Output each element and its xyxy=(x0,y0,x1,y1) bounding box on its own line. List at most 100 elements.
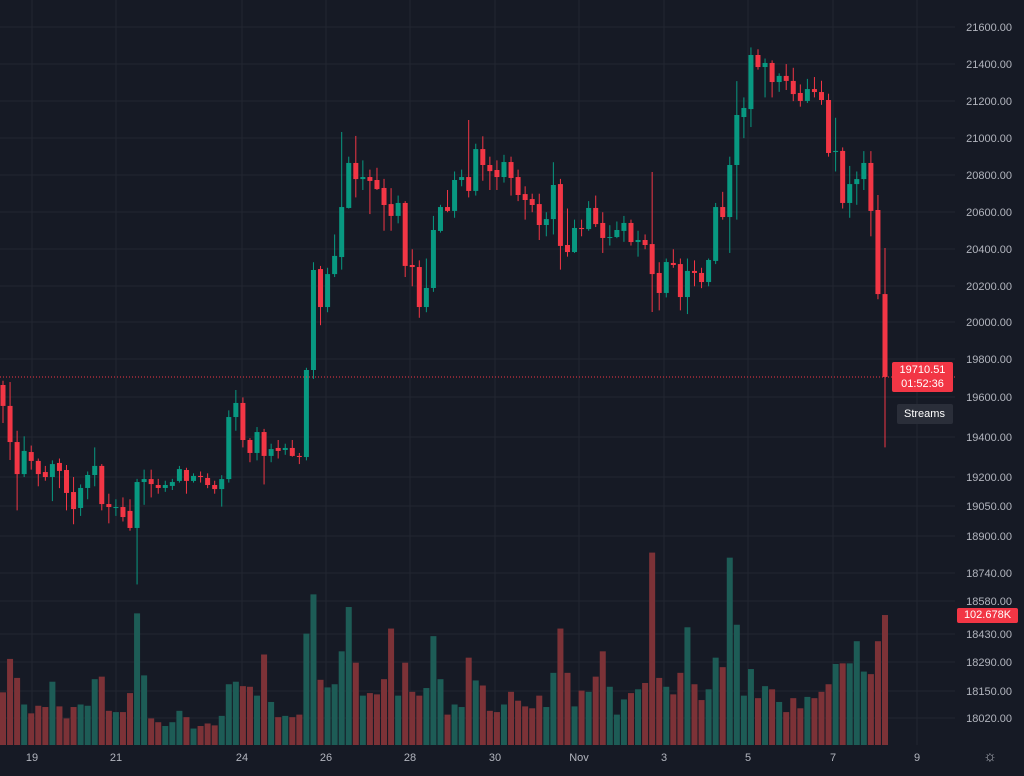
candle-body xyxy=(162,485,168,488)
volume-bar xyxy=(197,726,204,745)
volume-bar xyxy=(811,698,818,745)
candle-body xyxy=(56,462,62,471)
candle xyxy=(134,478,140,585)
candle xyxy=(423,258,429,313)
volume-bar xyxy=(726,557,733,745)
volume-bar xyxy=(882,615,888,745)
candle xyxy=(162,480,168,492)
candle xyxy=(473,143,479,196)
volume-bar xyxy=(790,698,797,745)
volume-bar xyxy=(578,690,585,745)
volume-bar xyxy=(14,677,21,745)
candle xyxy=(713,202,719,265)
volume-bar xyxy=(388,628,395,745)
candle-body xyxy=(769,62,775,83)
candle xyxy=(522,186,528,220)
volume-bar xyxy=(479,685,486,745)
candle xyxy=(282,443,288,455)
volume-bar xyxy=(571,706,578,745)
candle-body xyxy=(691,270,697,273)
candle xyxy=(169,478,175,490)
volume-bar xyxy=(465,657,472,745)
candle-body xyxy=(868,162,874,211)
volume-bar xyxy=(42,707,49,745)
volume-bar xyxy=(232,681,239,745)
candle-body xyxy=(416,267,422,308)
volume-bar xyxy=(0,692,6,745)
candle xyxy=(346,156,352,209)
candle-body xyxy=(318,269,324,308)
candle xyxy=(374,167,380,190)
last-price-value: 19710.51 xyxy=(899,364,946,376)
candle xyxy=(550,162,556,235)
gear-icon[interactable]: ☼ xyxy=(983,748,997,765)
volume-bar xyxy=(395,695,402,745)
candle-body xyxy=(367,177,373,181)
volume-bar xyxy=(747,669,754,745)
volume-bar xyxy=(599,651,606,745)
candle xyxy=(113,499,119,516)
candle-body xyxy=(64,470,70,493)
volume-bar xyxy=(719,667,726,745)
volume-bar xyxy=(564,672,571,745)
candle-body xyxy=(854,179,860,185)
candle xyxy=(21,436,27,478)
candle-body xyxy=(628,222,634,243)
candle-body xyxy=(339,207,345,258)
candle xyxy=(381,178,387,231)
volume-bar xyxy=(783,712,790,745)
candles xyxy=(0,47,888,585)
candle xyxy=(826,93,832,157)
candle-body xyxy=(452,180,458,211)
price-axis[interactable]: 21600.00 21400.00 21200.00 21000.00 20800.00… xyxy=(966,22,1012,725)
volume-bar xyxy=(204,723,211,745)
candle-body xyxy=(635,240,641,243)
candle xyxy=(579,219,585,237)
volume-bar xyxy=(712,657,719,745)
volume-bar xyxy=(762,686,769,745)
candle-body xyxy=(826,100,832,153)
candle-body xyxy=(811,89,817,93)
candle xyxy=(296,452,302,465)
volume-bar xyxy=(423,688,430,745)
candle-body xyxy=(445,207,451,211)
candle xyxy=(564,208,570,257)
candle xyxy=(303,367,309,461)
candle-body xyxy=(310,270,316,370)
volume-bar xyxy=(635,689,642,745)
time-axis[interactable]: 19 21 24 26 28 30 Nov 3 5 7 9 xyxy=(26,752,920,764)
candle-body xyxy=(169,482,175,486)
candle xyxy=(452,171,458,218)
volume-bars xyxy=(0,552,888,745)
x-tick-label: 24 xyxy=(236,752,248,764)
x-tick-label: 30 xyxy=(489,752,501,764)
candle-body xyxy=(699,272,705,283)
candle xyxy=(318,265,324,326)
volume-bar xyxy=(148,718,155,745)
candle xyxy=(882,247,888,448)
candle xyxy=(360,160,366,190)
volume-bar xyxy=(444,714,451,745)
candle-body xyxy=(247,440,253,453)
candle xyxy=(790,67,796,102)
candle-body xyxy=(430,230,436,288)
volume-bar xyxy=(324,687,331,745)
candle xyxy=(219,475,225,507)
y-tick-label: 20800.00 xyxy=(966,170,1012,182)
candle xyxy=(205,473,211,489)
candle xyxy=(141,469,147,505)
candle xyxy=(339,132,345,270)
volume-bar xyxy=(536,695,543,745)
candle xyxy=(155,478,161,494)
candle-body xyxy=(755,55,761,68)
volume-bar xyxy=(275,717,282,745)
candle-body xyxy=(219,479,225,490)
candle xyxy=(275,440,281,459)
y-tick-label: 20200.00 xyxy=(966,281,1012,293)
streams-button[interactable]: Streams xyxy=(897,404,953,424)
candle-body xyxy=(663,262,669,293)
volume-bar xyxy=(627,693,634,745)
candle xyxy=(28,445,34,470)
candle-body xyxy=(261,432,267,456)
